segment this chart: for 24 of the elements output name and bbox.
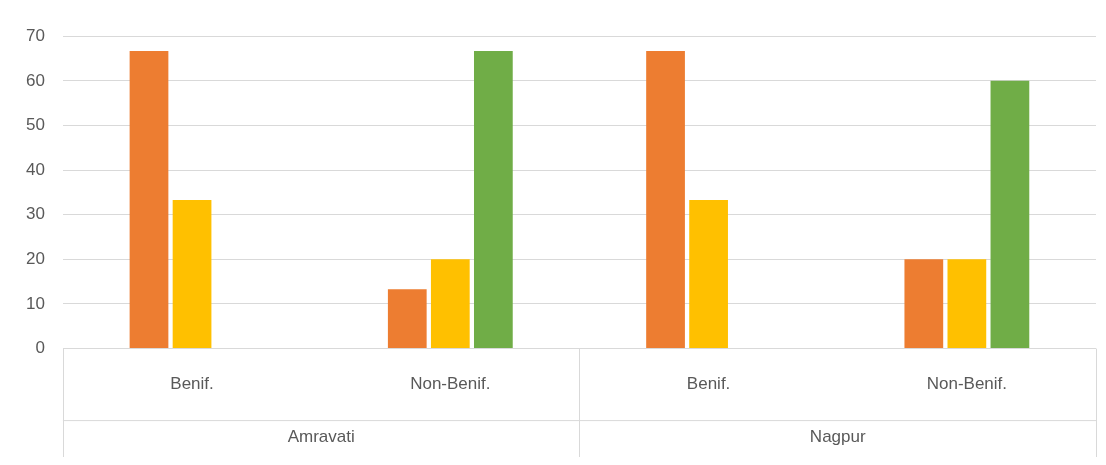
- bar: [904, 259, 944, 349]
- y-tick-label: 0: [35, 338, 45, 358]
- bar: [646, 50, 685, 349]
- text: Nagpur: [809, 427, 866, 447]
- bar: [430, 259, 470, 349]
- text: Amravati: [287, 427, 355, 447]
- bar: [172, 199, 212, 349]
- bar: [387, 289, 427, 349]
- y-tick-label: 40: [25, 159, 45, 179]
- y-tick-label: 60: [25, 70, 45, 90]
- y-tick-label: 30: [25, 204, 45, 224]
- y-tick-label: 50: [25, 115, 45, 135]
- bar: [129, 50, 169, 349]
- bar: [689, 199, 728, 349]
- x-tick-label: Benif.: [170, 374, 214, 394]
- bar: [947, 259, 987, 349]
- x-tick-label: Non-Benif.: [926, 374, 1008, 394]
- y-tick-label: 10: [25, 293, 45, 313]
- x-tick-label: Non-Benif.: [410, 374, 491, 394]
- bar: [473, 50, 513, 349]
- x-tick-label: Benif.: [686, 374, 731, 394]
- y-tick-label: 20: [25, 249, 45, 269]
- bar: [990, 80, 1030, 349]
- y-tick-label: 70: [25, 25, 45, 45]
